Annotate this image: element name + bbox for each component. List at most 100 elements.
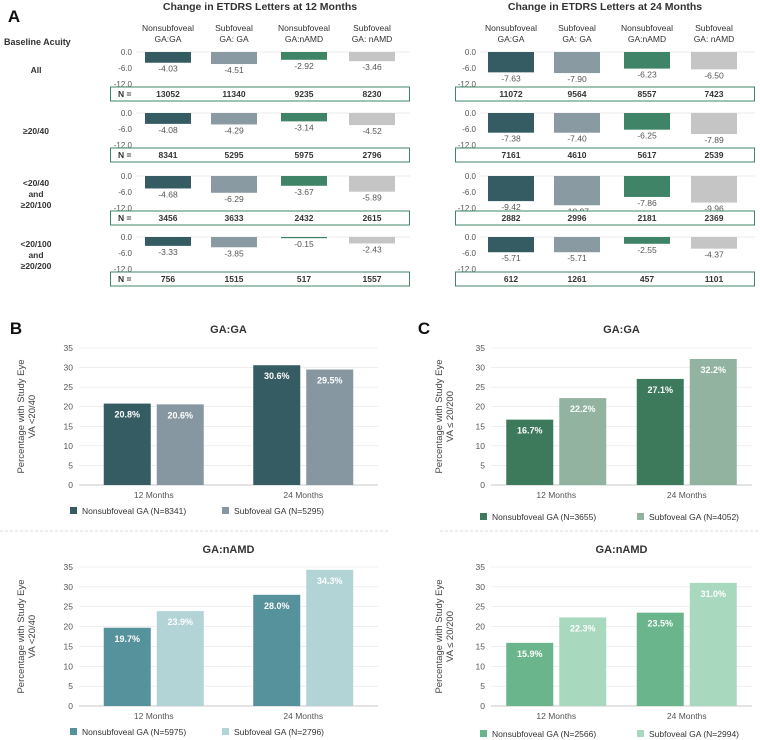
column-header: Subfoveal: [353, 23, 391, 33]
column-header: Subfoveal: [215, 23, 253, 33]
y-tick-label: 25: [64, 602, 74, 612]
column-header: GA:nAMD: [285, 34, 323, 44]
legend-label: Subfoveal GA (N=2994): [649, 729, 739, 739]
n-value: 2181: [638, 213, 657, 223]
percentage-bar: [103, 627, 151, 706]
axis-tick: -12.0: [114, 265, 133, 274]
n-value: 4610: [568, 150, 587, 160]
bar-percent-label: 20.6%: [167, 410, 193, 420]
percentage-bar: [636, 378, 684, 485]
legend-label: Nonsubfoveal GA (N=5975): [82, 727, 186, 737]
n-value: 7161: [502, 150, 521, 160]
y-tick-label: 15: [476, 421, 486, 431]
y-axis-label-line: Percentage with Study Eye: [16, 579, 27, 693]
bar-value-label: -7.86: [637, 198, 657, 208]
axis-tick: 0.0: [465, 48, 477, 57]
bar-value-label: -4.08: [158, 125, 178, 135]
row-label: ≥20/200: [21, 261, 52, 271]
n-value: 9564: [568, 89, 587, 99]
y-axis-label: Percentage with Study Eye VA ≤ 20/200: [434, 359, 456, 473]
change-bar: [281, 52, 327, 60]
percentage-bar: [306, 369, 354, 485]
change-bar: [211, 237, 257, 248]
x-category-label: 24 Months: [283, 490, 323, 500]
n-value: 8557: [638, 89, 657, 99]
bar-percent-label: 23.9%: [167, 617, 193, 627]
legend-swatch: [637, 513, 644, 520]
change-bar: [691, 237, 737, 249]
y-tick-label: 0: [480, 701, 485, 711]
change-bar: [554, 176, 600, 206]
n-value: 5617: [638, 150, 657, 160]
bar-percent-label: 16.7%: [517, 426, 543, 436]
percentage-bar: [506, 642, 554, 706]
n-value: 3633: [225, 213, 244, 223]
n-value: 612: [504, 274, 518, 284]
axis-tick: 0.0: [465, 109, 477, 118]
change-bar: [281, 113, 327, 122]
bar-value-label: -7.90: [567, 74, 587, 84]
n-box: [455, 86, 755, 102]
y-axis-label-line: VA ≤ 20/200: [445, 391, 456, 442]
y-tick-label: 30: [64, 582, 74, 592]
axis-tick: -6.0: [462, 249, 476, 258]
y-axis-label-line: VA <20/40: [27, 395, 38, 438]
legend-swatch: [480, 513, 487, 520]
axis-tick: -12.0: [458, 141, 477, 150]
n-value: 5975: [295, 150, 314, 160]
change-bar: [554, 113, 600, 133]
change-bar: [145, 113, 191, 124]
column-header: GA:GA: [155, 34, 182, 44]
y-tick-label: 15: [64, 641, 74, 651]
x-category-label: 12 Months: [536, 490, 576, 500]
bar-value-label: -4.51: [224, 65, 244, 75]
change-bar: [349, 113, 395, 126]
legend-label: Nonsubfoveal GA (N=8341): [82, 506, 186, 516]
change-bar: [211, 176, 257, 193]
y-tick-label: 35: [476, 562, 486, 572]
axis-tick: -12.0: [114, 141, 133, 150]
bar-percent-label: 22.3%: [570, 623, 596, 633]
legend-swatch: [222, 507, 229, 514]
bar-percent-label: 28.0%: [264, 601, 290, 611]
column-header: GA: GA: [562, 34, 592, 44]
chart-title: GA:GA: [210, 324, 247, 336]
row-label: and: [28, 250, 43, 260]
change-bar: [349, 176, 395, 192]
y-axis-label: Percentage with Study Eye VA <20/40: [16, 579, 38, 693]
axis-tick: -6.0: [118, 64, 132, 73]
axis-tick: -12.0: [114, 204, 133, 213]
y-axis-label-line: Percentage with Study Eye: [434, 359, 445, 473]
block-title: Change in ETDRS Letters at 24 Months: [508, 1, 702, 13]
n-box: [110, 210, 410, 226]
percentage-bar: [156, 611, 204, 706]
axis-tick: -6.0: [462, 125, 476, 134]
y-tick-label: 10: [64, 441, 74, 451]
legend-swatch: [480, 730, 487, 737]
percentage-bar: [253, 365, 301, 485]
bar-value-label: -6.23: [637, 70, 657, 80]
legend-label: Nonsubfoveal GA (N=2566): [492, 729, 596, 739]
change-bar: [349, 52, 395, 62]
change-bar: [488, 237, 534, 253]
axis-tick: -12.0: [458, 204, 477, 213]
n-value: 2539: [705, 150, 724, 160]
axis-tick: -6.0: [118, 188, 132, 197]
change-bar: [624, 237, 670, 244]
row-header: Baseline Acuity: [4, 37, 71, 47]
change-bar: [211, 52, 257, 65]
y-tick-label: 5: [68, 681, 73, 691]
y-tick-label: 30: [64, 363, 74, 373]
percentage-bar: [559, 398, 607, 485]
legend-swatch: [637, 730, 644, 737]
panel-letter: C: [418, 319, 430, 338]
n-value: 2615: [363, 213, 382, 223]
percentage-bar: [253, 594, 301, 706]
row-label: ≥20/100: [21, 200, 52, 210]
block-title: Change in ETDRS Letters at 12 Months: [163, 1, 357, 13]
y-tick-label: 10: [476, 661, 486, 671]
bar-value-label: -4.29: [224, 125, 244, 135]
y-axis-label: Percentage with Study Eye VA ≤ 20/200: [434, 579, 456, 693]
legend-label: Subfoveal GA (N=2796): [234, 727, 324, 737]
